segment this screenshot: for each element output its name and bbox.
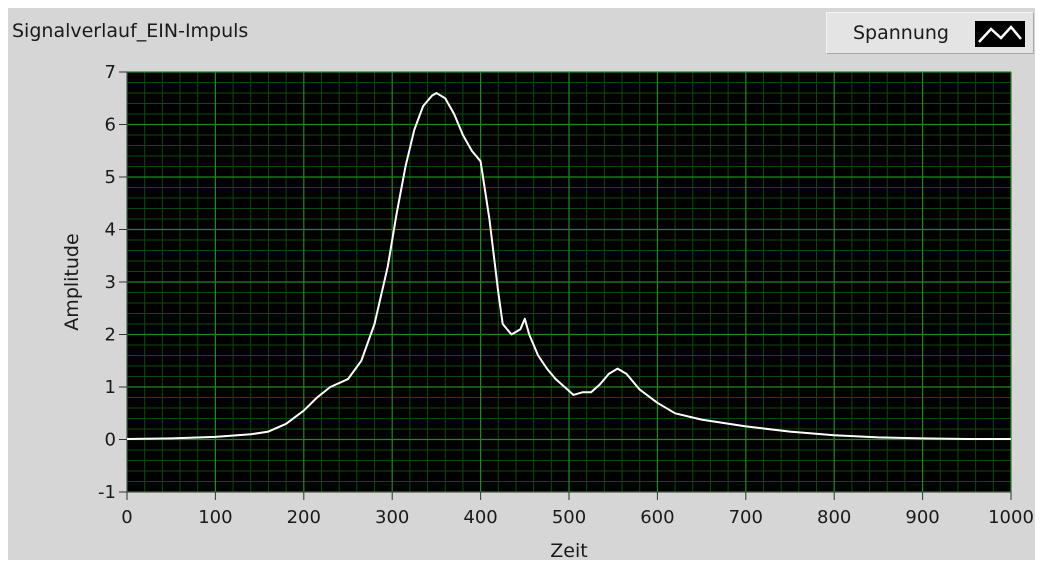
plot-legend[interactable]: Spannung	[826, 12, 1034, 54]
y-tick-label: 3	[105, 272, 116, 293]
line-plot-icon	[975, 21, 1025, 47]
x-tick-label: 1000	[988, 507, 1034, 528]
y-tick-label: 6	[105, 115, 116, 136]
x-tick-label: 900	[905, 507, 939, 528]
y-tick-label: 5	[105, 167, 116, 188]
y-tick-label: -1	[98, 482, 116, 503]
x-tick-label: 300	[375, 507, 409, 528]
x-tick-label: 400	[463, 507, 497, 528]
y-tick-label: 4	[105, 220, 116, 241]
series-line-spannung	[126, 92, 1011, 440]
x-tick-label: 0	[121, 507, 132, 528]
y-tick-label: 0	[105, 430, 116, 451]
x-tick-label: 500	[552, 507, 586, 528]
x-tick-label: 800	[817, 507, 851, 528]
y-tick-label: 1	[105, 377, 116, 398]
y-tick-label: 2	[105, 325, 116, 346]
x-tick-label: 700	[729, 507, 763, 528]
y-tick-label: 7	[105, 62, 116, 83]
x-tick-label: 200	[287, 507, 321, 528]
x-tick-label: 100	[198, 507, 232, 528]
y-axis-label: Amplitude	[61, 233, 83, 330]
graph-title: Signalverlauf_EIN-Impuls	[12, 20, 249, 42]
legend-label: Spannung	[853, 22, 949, 44]
x-tick-label: 600	[640, 507, 674, 528]
x-axis-label: Zeit	[550, 540, 587, 562]
